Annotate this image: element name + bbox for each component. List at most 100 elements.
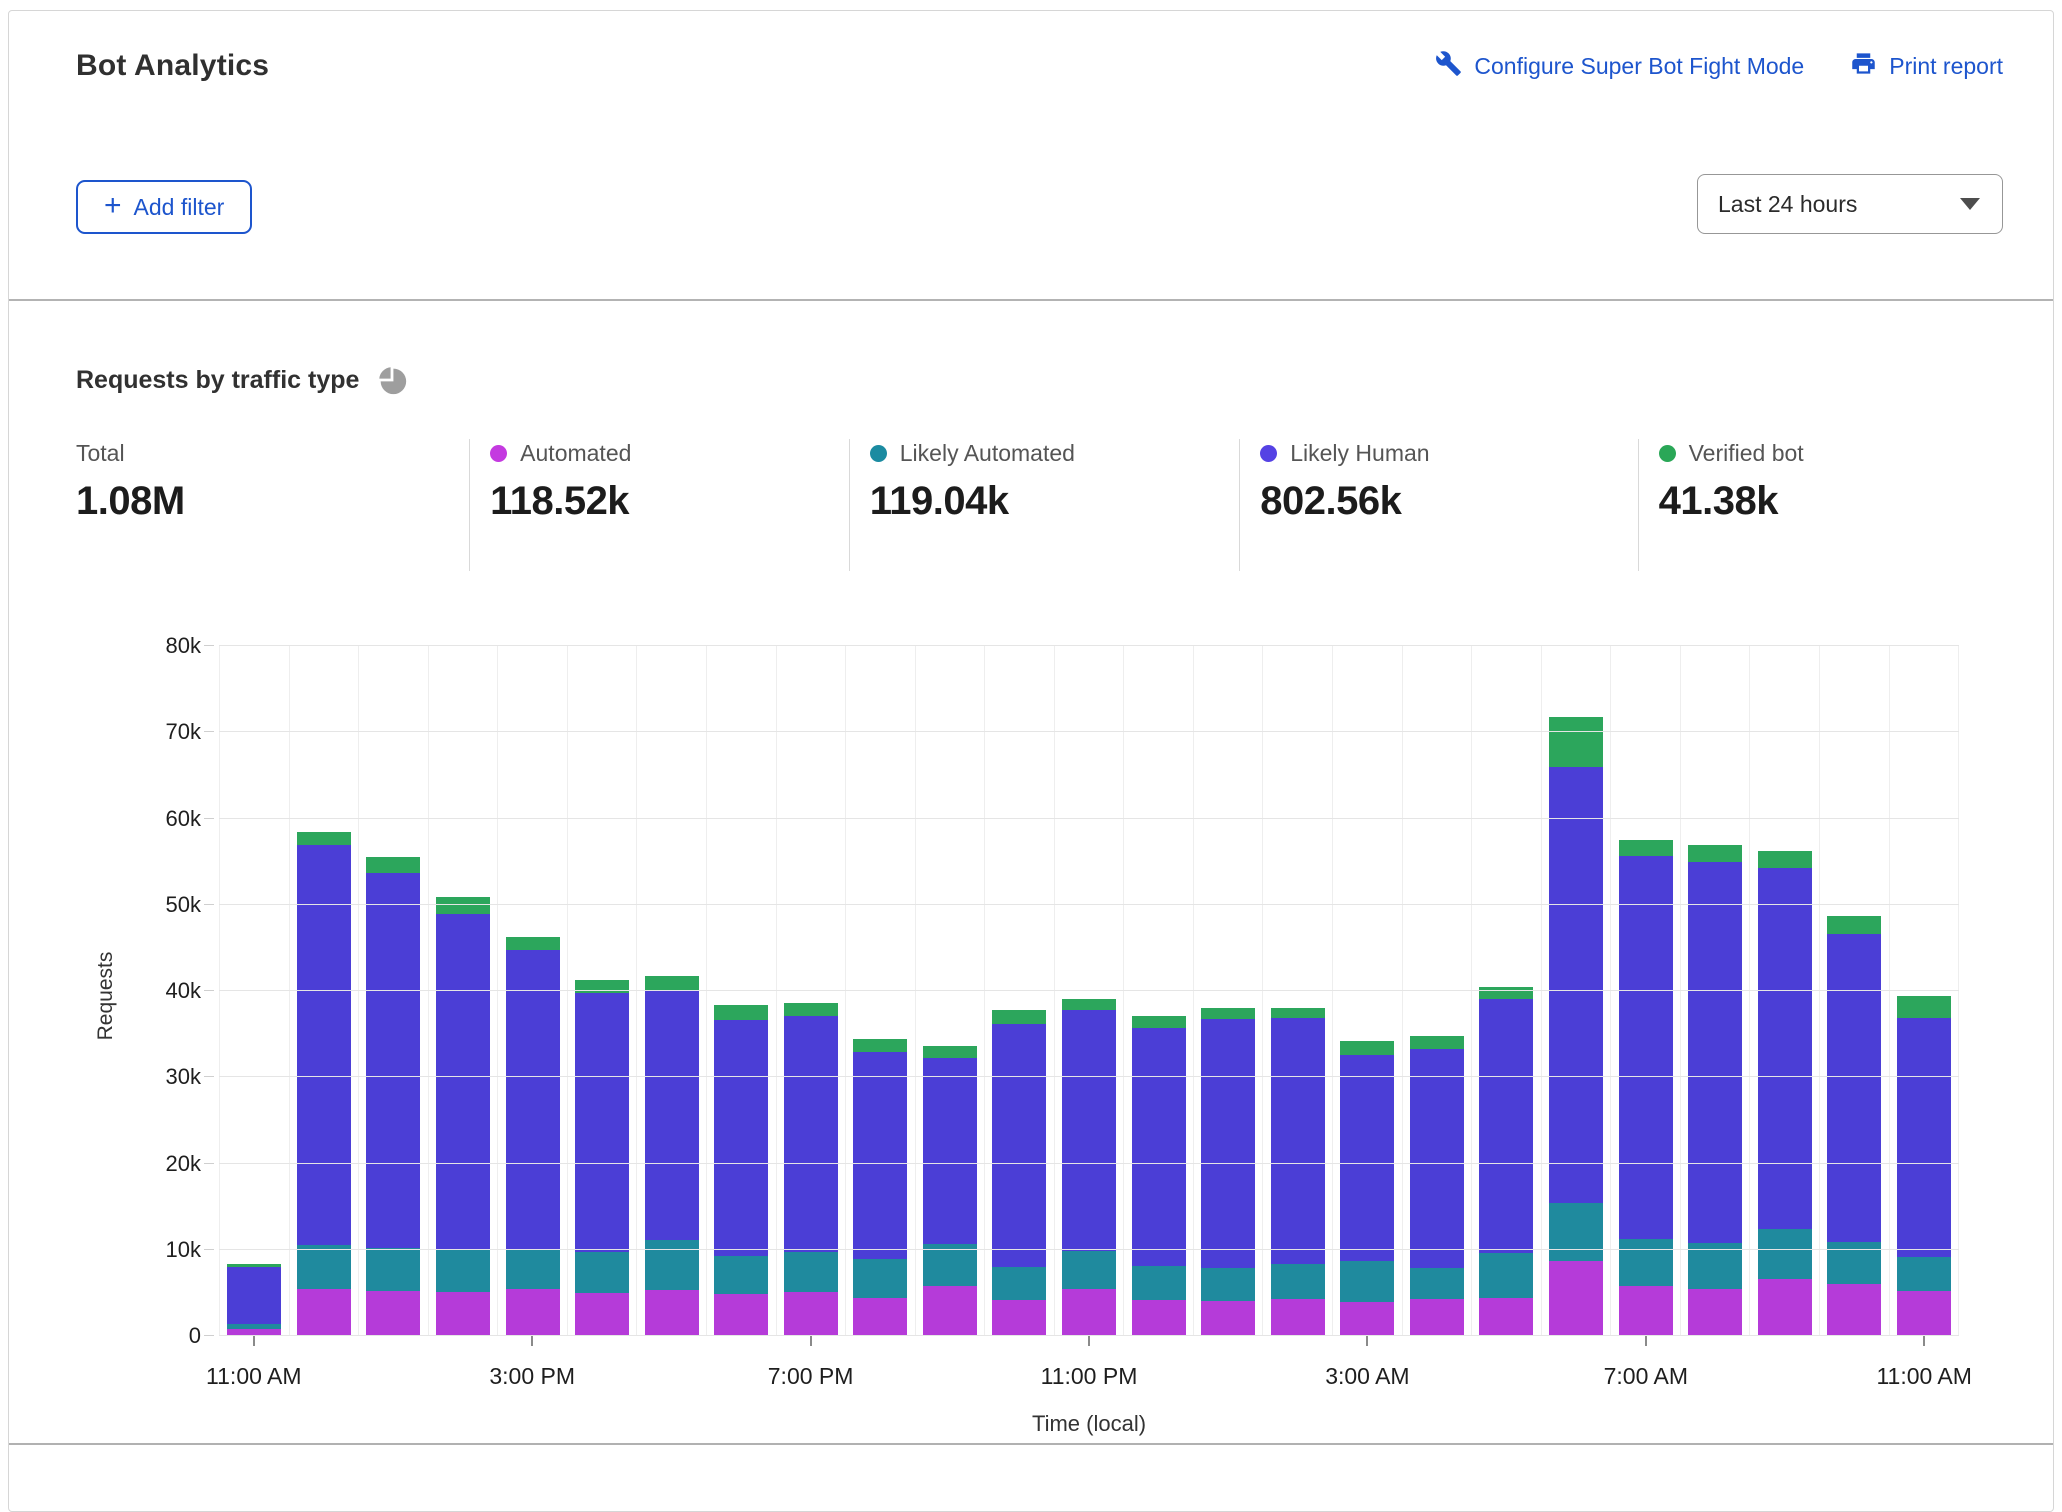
bar-segment-automated <box>923 1286 977 1336</box>
bar-segment-automated <box>1479 1298 1533 1336</box>
bar-segment-likely-automated <box>1201 1268 1255 1301</box>
bar-slot[interactable] <box>1262 646 1332 1336</box>
likely-automated-legend-dot <box>870 445 887 462</box>
bar-slot[interactable] <box>1193 646 1263 1336</box>
bottom-divider <box>9 1443 2053 1445</box>
printer-icon <box>1850 50 1877 83</box>
bar-slot[interactable] <box>1402 646 1472 1336</box>
bar-slot[interactable] <box>567 646 637 1336</box>
bar-segment-automated <box>366 1291 420 1336</box>
bar-slot[interactable] <box>1610 646 1680 1336</box>
bar-segment-automated <box>1340 1302 1394 1337</box>
y-axis-tick-label: 20k <box>166 1153 201 1175</box>
stacked-bar <box>784 646 838 1336</box>
y-axis-tick-label: 50k <box>166 894 201 916</box>
bar-segment-verified-bot <box>1827 916 1881 934</box>
add-filter-button[interactable]: + Add filter <box>76 180 252 234</box>
header-row: Bot Analytics Configure Super Bot Fight … <box>76 49 2003 83</box>
page-title: Bot Analytics <box>76 49 269 83</box>
bar-segment-likely-human <box>436 914 490 1250</box>
bar-segment-verified-bot <box>1897 996 1951 1018</box>
stat-automated[interactable]: Automated 118.52k <box>469 439 849 571</box>
stat-likely-human[interactable]: Likely Human 802.56k <box>1239 439 1637 571</box>
bar-segment-likely-human <box>645 990 699 1240</box>
x-axis-tick-label: 3:00 AM <box>1325 1363 1409 1390</box>
bar-slot[interactable] <box>706 646 776 1336</box>
stat-verified-bot[interactable]: Verified bot 41.38k <box>1638 439 2033 571</box>
bar-segment-automated <box>436 1292 490 1336</box>
bar-segment-automated <box>853 1298 907 1336</box>
bar-segment-likely-human <box>1201 1019 1255 1267</box>
bar-segment-likely-human <box>992 1024 1046 1267</box>
bar-segment-automated <box>714 1294 768 1336</box>
bar-segment-likely-human <box>1132 1028 1186 1266</box>
h-gridline <box>219 1163 1959 1164</box>
bar-segment-likely-automated <box>1688 1243 1742 1290</box>
bar-segment-automated <box>297 1289 351 1336</box>
bar-segment-likely-human <box>366 873 420 1248</box>
bar-segment-likely-automated <box>1619 1239 1673 1286</box>
bar-segment-likely-automated <box>1271 1264 1325 1299</box>
stacked-bar <box>923 646 977 1336</box>
bar-slot[interactable] <box>1471 646 1541 1336</box>
section-title-row: Requests by traffic type <box>76 363 409 397</box>
bar-segment-likely-automated <box>436 1250 490 1292</box>
h-gridline <box>219 818 1959 819</box>
bar-segment-automated <box>506 1289 560 1336</box>
bar-segment-likely-human <box>1688 862 1742 1243</box>
x-axis-tick-label: 7:00 AM <box>1604 1363 1688 1390</box>
bar-slot[interactable] <box>1332 646 1402 1336</box>
bar-segment-verified-bot <box>1132 1016 1186 1028</box>
stacked-bar <box>714 646 768 1336</box>
h-gridline <box>219 904 1959 905</box>
bar-segment-automated <box>1062 1289 1116 1336</box>
bar-slot[interactable] <box>497 646 567 1336</box>
bar-segment-verified-bot <box>853 1039 907 1052</box>
filter-row: + Add filter Last 24 hours <box>76 174 2003 234</box>
bar-segment-verified-bot <box>1201 1008 1255 1019</box>
bar-segment-likely-human <box>1619 856 1673 1238</box>
bar-slot[interactable] <box>1541 646 1611 1336</box>
bar-slot[interactable] <box>915 646 985 1336</box>
stacked-bar <box>1271 646 1325 1336</box>
h-gridline <box>219 990 1959 991</box>
bar-slot[interactable] <box>428 646 498 1336</box>
bar-segment-likely-automated <box>853 1259 907 1298</box>
bar-segment-automated <box>1619 1286 1673 1336</box>
bar-segment-automated <box>784 1292 838 1336</box>
bar-slot[interactable] <box>358 646 428 1336</box>
stat-likely-automated[interactable]: Likely Automated 119.04k <box>849 439 1239 571</box>
bar-segment-automated <box>575 1293 629 1336</box>
x-axis-tick <box>253 1336 255 1346</box>
time-range-dropdown[interactable]: Last 24 hours <box>1697 174 2003 234</box>
bar-segment-likely-automated <box>575 1252 629 1293</box>
bar-segment-verified-bot <box>1619 840 1673 856</box>
stacked-bar <box>1827 646 1881 1336</box>
bar-segment-verified-bot <box>1758 851 1812 867</box>
configure-link-label: Configure Super Bot Fight Mode <box>1474 53 1804 80</box>
x-axis-tick <box>810 1336 812 1346</box>
bar-slot[interactable] <box>1123 646 1193 1336</box>
stat-likely-automated-label: Likely Automated <box>900 440 1075 467</box>
print-report-link[interactable]: Print report <box>1850 50 2003 83</box>
bar-slot[interactable] <box>1819 646 1889 1336</box>
y-axis-tick-label: 70k <box>166 721 201 743</box>
bar-segment-verified-bot <box>1479 987 1533 999</box>
bar-slot[interactable] <box>219 646 289 1336</box>
y-axis-tick-label: 60k <box>166 808 201 830</box>
bar-segment-likely-human <box>1479 999 1533 1253</box>
bar-slot[interactable] <box>1749 646 1819 1336</box>
bar-slot[interactable] <box>984 646 1054 1336</box>
bar-slot[interactable] <box>1054 646 1124 1336</box>
bar-slot[interactable] <box>636 646 706 1336</box>
bar-slot[interactable] <box>289 646 359 1336</box>
bar-slot[interactable] <box>845 646 915 1336</box>
x-axis-tick-label: 11:00 AM <box>206 1363 301 1390</box>
stacked-bar <box>853 646 907 1336</box>
bar-slot[interactable] <box>776 646 846 1336</box>
stat-automated-value: 118.52k <box>490 479 849 524</box>
bar-slot[interactable] <box>1889 646 1960 1336</box>
configure-super-bot-fight-mode-link[interactable]: Configure Super Bot Fight Mode <box>1435 50 1804 83</box>
bar-slot[interactable] <box>1680 646 1750 1336</box>
pie-chart-icon <box>375 363 409 397</box>
